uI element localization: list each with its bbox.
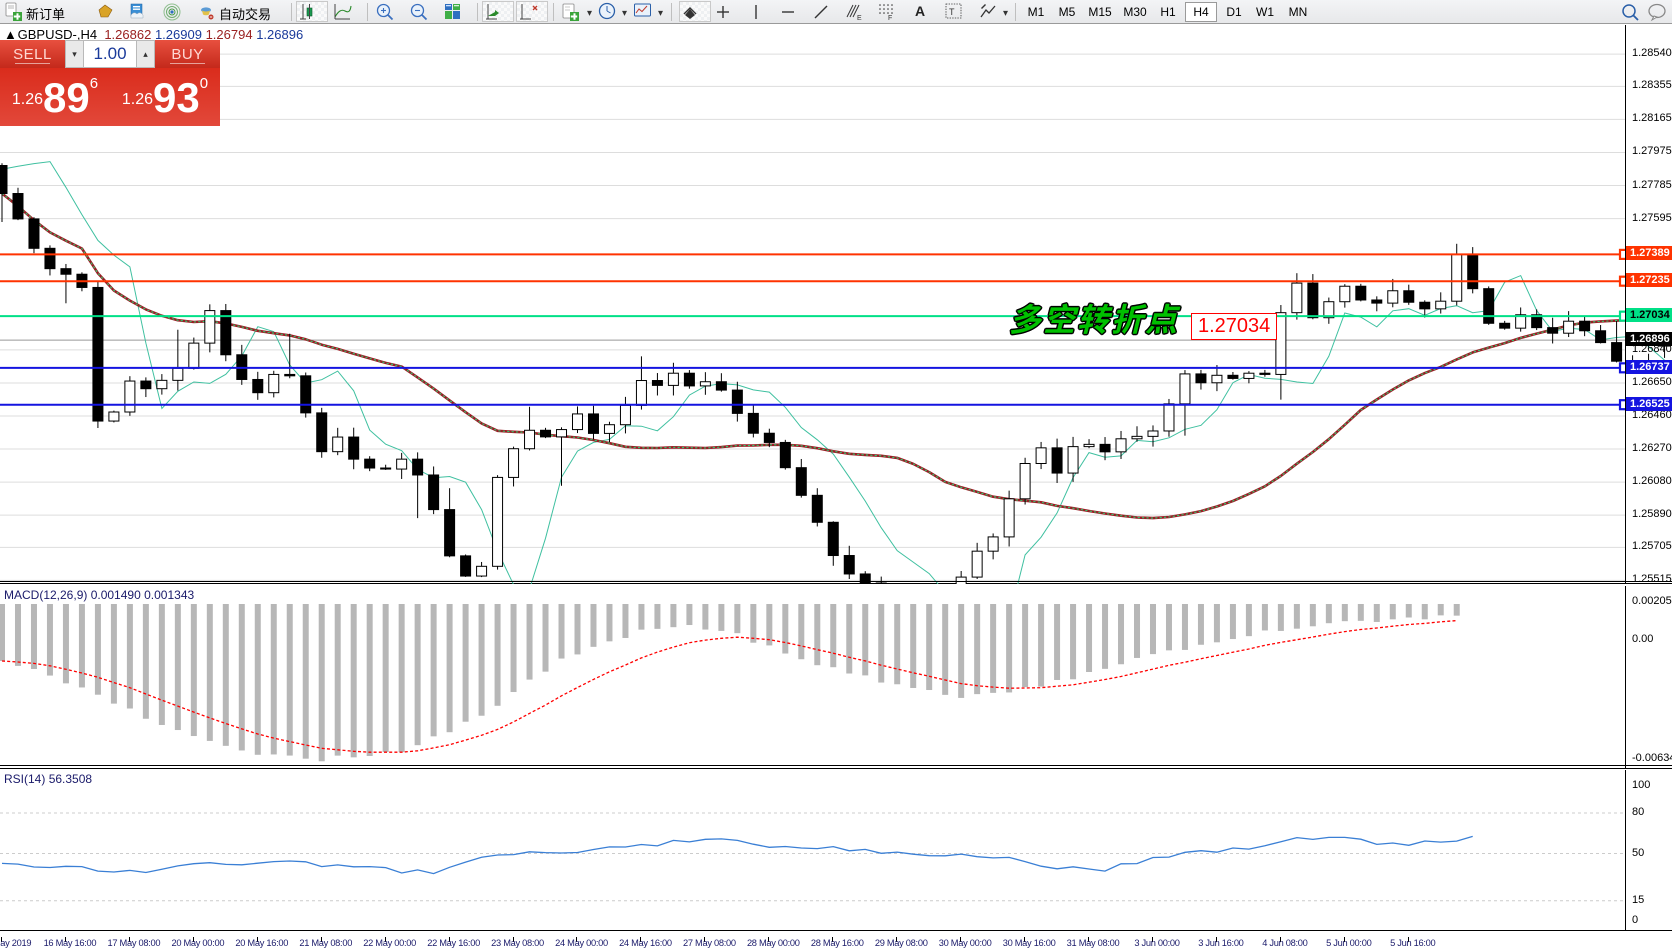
svg-text:E: E: [857, 15, 862, 22]
svg-text:T: T: [949, 7, 955, 17]
svg-text:F: F: [888, 15, 892, 22]
